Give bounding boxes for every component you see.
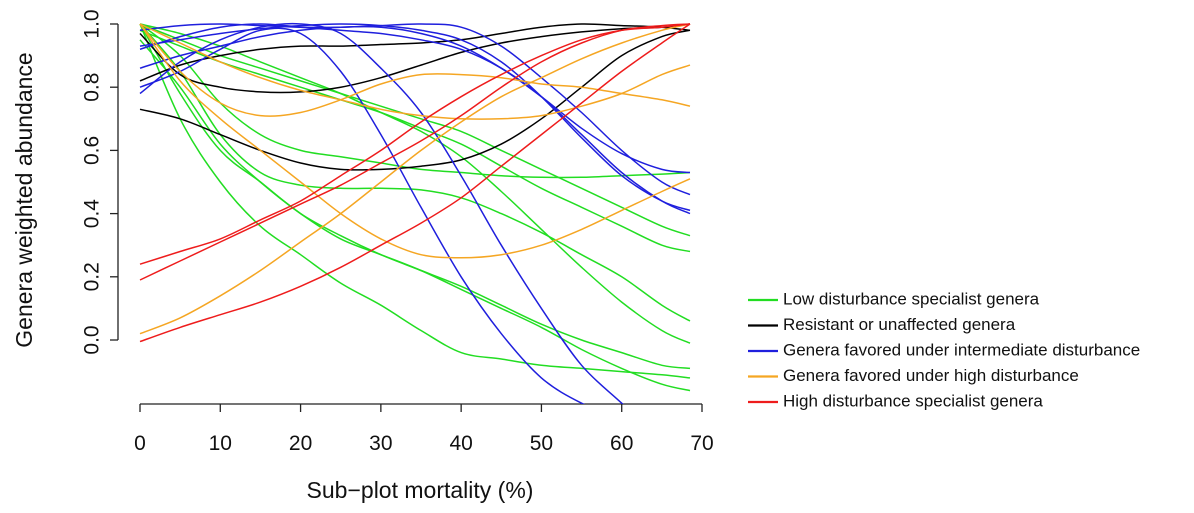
legend-label: Genera favored under high disturbance xyxy=(783,366,1079,385)
series-line-12 xyxy=(139,22,624,404)
series-line-13 xyxy=(139,27,585,404)
x-tick-label: 30 xyxy=(369,432,392,455)
y-tick-label: 1.0 xyxy=(81,9,104,38)
series-line-14 xyxy=(139,23,691,215)
series-line-19 xyxy=(139,23,691,259)
legend: Low disturbance specialist genera Resista… xyxy=(748,289,1140,410)
series-line-7 xyxy=(139,23,691,344)
x-tick-label: 60 xyxy=(610,432,633,455)
series-line-18 xyxy=(139,23,691,335)
series-layer xyxy=(139,22,691,404)
series-line-5 xyxy=(139,23,691,237)
y-tick-label: 0.0 xyxy=(81,325,104,354)
x-axis: 0 10 20 30 40 50 60 70 xyxy=(134,403,714,455)
x-tick-label: 70 xyxy=(690,432,713,455)
x-tick-label: 0 xyxy=(134,432,146,455)
series-line-11 xyxy=(139,23,691,94)
y-tick-label: 0.6 xyxy=(81,136,104,165)
series-line-4 xyxy=(139,23,691,179)
series-line-22 xyxy=(139,23,691,265)
series-line-8 xyxy=(139,39,691,392)
series-line-10 xyxy=(139,23,691,82)
legend-label: Genera favored under intermediate distur… xyxy=(783,340,1140,359)
y-axis-title: Genera weighted abundance xyxy=(11,52,37,347)
series-line-17 xyxy=(139,23,691,212)
series-line-20 xyxy=(139,23,691,117)
legend-label: Resistant or unaffected genera xyxy=(783,315,1016,334)
series-line-21 xyxy=(139,23,691,120)
legend-label: Low disturbance specialist genera xyxy=(783,289,1040,308)
x-tick-label: 50 xyxy=(530,432,553,455)
legend-label: High disturbance specialist genera xyxy=(783,391,1043,410)
series-line-9 xyxy=(139,29,691,171)
x-axis-title: Sub−plot mortality (%) xyxy=(307,477,534,503)
x-tick-label: 10 xyxy=(209,432,232,455)
series-line-6 xyxy=(139,29,691,253)
series-line-15 xyxy=(139,23,691,196)
series-line-24 xyxy=(139,23,691,343)
y-tick-label: 0.4 xyxy=(81,199,104,229)
series-line-1 xyxy=(139,23,691,379)
x-tick-label: 20 xyxy=(289,432,312,455)
series-line-16 xyxy=(139,25,691,174)
y-axis: 0.0 0.2 0.4 0.6 0.8 1.0 xyxy=(81,9,119,355)
series-line-23 xyxy=(139,23,691,281)
series-line-3 xyxy=(139,23,691,322)
y-tick-label: 0.2 xyxy=(81,262,104,291)
y-tick-label: 0.8 xyxy=(81,73,104,102)
x-tick-label: 40 xyxy=(449,432,472,455)
